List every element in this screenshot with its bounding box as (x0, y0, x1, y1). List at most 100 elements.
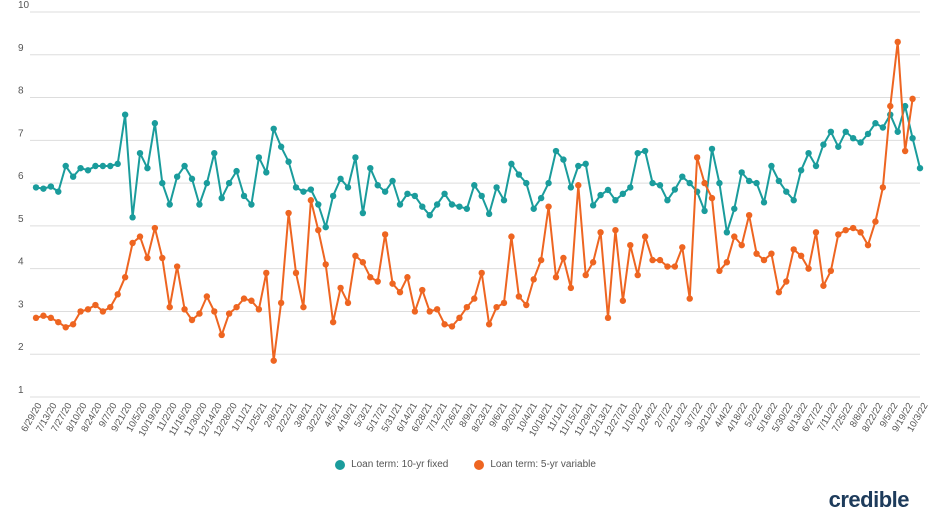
series-1-point (144, 254, 151, 262)
y-tick-label: 3 (18, 299, 24, 310)
series-0-point (99, 162, 107, 170)
series-0-point (478, 192, 485, 200)
series-0-point (441, 190, 448, 198)
series-1-point (783, 278, 790, 285)
series-0-point (619, 190, 627, 198)
series-0-point (575, 162, 582, 170)
series-0-point (285, 158, 292, 165)
series-1-point (545, 203, 552, 210)
series-1-point (597, 229, 604, 236)
series-1-point (337, 284, 344, 292)
series-1-point (329, 318, 337, 326)
series-0-point (916, 164, 924, 172)
series-1-point (255, 306, 263, 313)
series-0-point (708, 145, 716, 153)
series-1-point (649, 256, 656, 264)
series-1-point (671, 263, 679, 270)
series-0-point (604, 186, 612, 194)
series-1-point (419, 286, 426, 294)
series-0-point (790, 197, 797, 204)
series-0-point (471, 182, 478, 189)
series-1-point (292, 269, 300, 277)
series-0-point (396, 201, 404, 208)
series-0-point (552, 147, 560, 155)
series-1-point (664, 263, 671, 270)
legend-swatch-10yr-fixed (335, 459, 346, 470)
series-1-point (634, 271, 641, 279)
series-0-point (225, 179, 233, 187)
series-1-point (894, 38, 901, 46)
series-1-point (188, 316, 196, 324)
y-tick-label: 10 (18, 0, 30, 11)
series-1-point (441, 321, 448, 328)
series-0-point (300, 188, 307, 195)
series-0-point (352, 154, 359, 161)
series-0-point (359, 209, 367, 217)
line-chart: 123456789106/29/207/13/207/27/208/10/208… (18, 0, 931, 439)
series-0-point (901, 102, 909, 110)
series-1-point (411, 308, 419, 315)
series-0-point (374, 182, 381, 189)
series-0-point (448, 201, 456, 208)
series-1-point (612, 226, 619, 234)
series-1-point (864, 241, 872, 249)
series-0-point (812, 162, 820, 170)
series-0-point (530, 205, 537, 212)
series-0-point (515, 171, 523, 178)
legend-label-5yr-variable: Loan term: 5-yr variable (490, 459, 596, 470)
series-1-point (107, 303, 114, 311)
y-tick-label: 4 (18, 257, 24, 268)
series-1-point (775, 288, 783, 296)
series-0-point (55, 188, 62, 195)
series-1-point (463, 303, 471, 311)
series-0-point (84, 167, 92, 174)
series-1-point (315, 226, 322, 234)
series-0-point (62, 162, 69, 170)
series-0-point (879, 124, 887, 131)
y-tick-label: 7 (18, 128, 24, 139)
series-0-point (701, 207, 708, 215)
series-0-point (753, 179, 760, 187)
series-1-point (69, 321, 77, 328)
legend-label-10yr-fixed: Loan term: 10-yr fixed (351, 459, 449, 470)
series-0-point (612, 197, 619, 204)
y-tick-label: 9 (18, 43, 24, 54)
series-0-point (211, 149, 218, 157)
series-0-point (292, 184, 300, 191)
series-1-point (159, 254, 166, 262)
series-1-point (270, 357, 277, 364)
series-0-point (389, 177, 396, 185)
series-0-point (381, 188, 389, 195)
series-0-point (508, 160, 515, 168)
legend-swatch-5yr-variable (474, 459, 485, 470)
series-1-point (203, 293, 211, 300)
series-1-point (248, 297, 255, 304)
series-1-point (753, 250, 760, 257)
series-1-point (114, 291, 121, 298)
series-0-point (181, 162, 188, 170)
series-0-point (775, 177, 783, 185)
series-0-point (277, 143, 285, 150)
series-0-point (723, 229, 731, 236)
series-0-point (233, 167, 240, 175)
series-0-point (797, 167, 805, 174)
series-0-point (827, 128, 835, 135)
series-1-point (842, 226, 849, 234)
series-1-point (731, 233, 738, 240)
series-1-point (300, 303, 307, 311)
series-1-point (240, 295, 248, 302)
series-1-point (797, 252, 805, 260)
series-0-point (597, 191, 604, 199)
series-1-point (485, 321, 493, 328)
series-1-point (790, 246, 797, 253)
series-0-point (560, 156, 567, 163)
series-1-point (656, 256, 664, 264)
series-1-point (589, 259, 597, 266)
credible-logo: credible (828, 487, 910, 512)
series-1-point (537, 256, 545, 264)
series-1-point (121, 274, 129, 281)
series-0-point (196, 201, 203, 208)
series-0-point (686, 179, 693, 187)
series-1-point (433, 306, 441, 313)
series-1-point (760, 256, 768, 264)
